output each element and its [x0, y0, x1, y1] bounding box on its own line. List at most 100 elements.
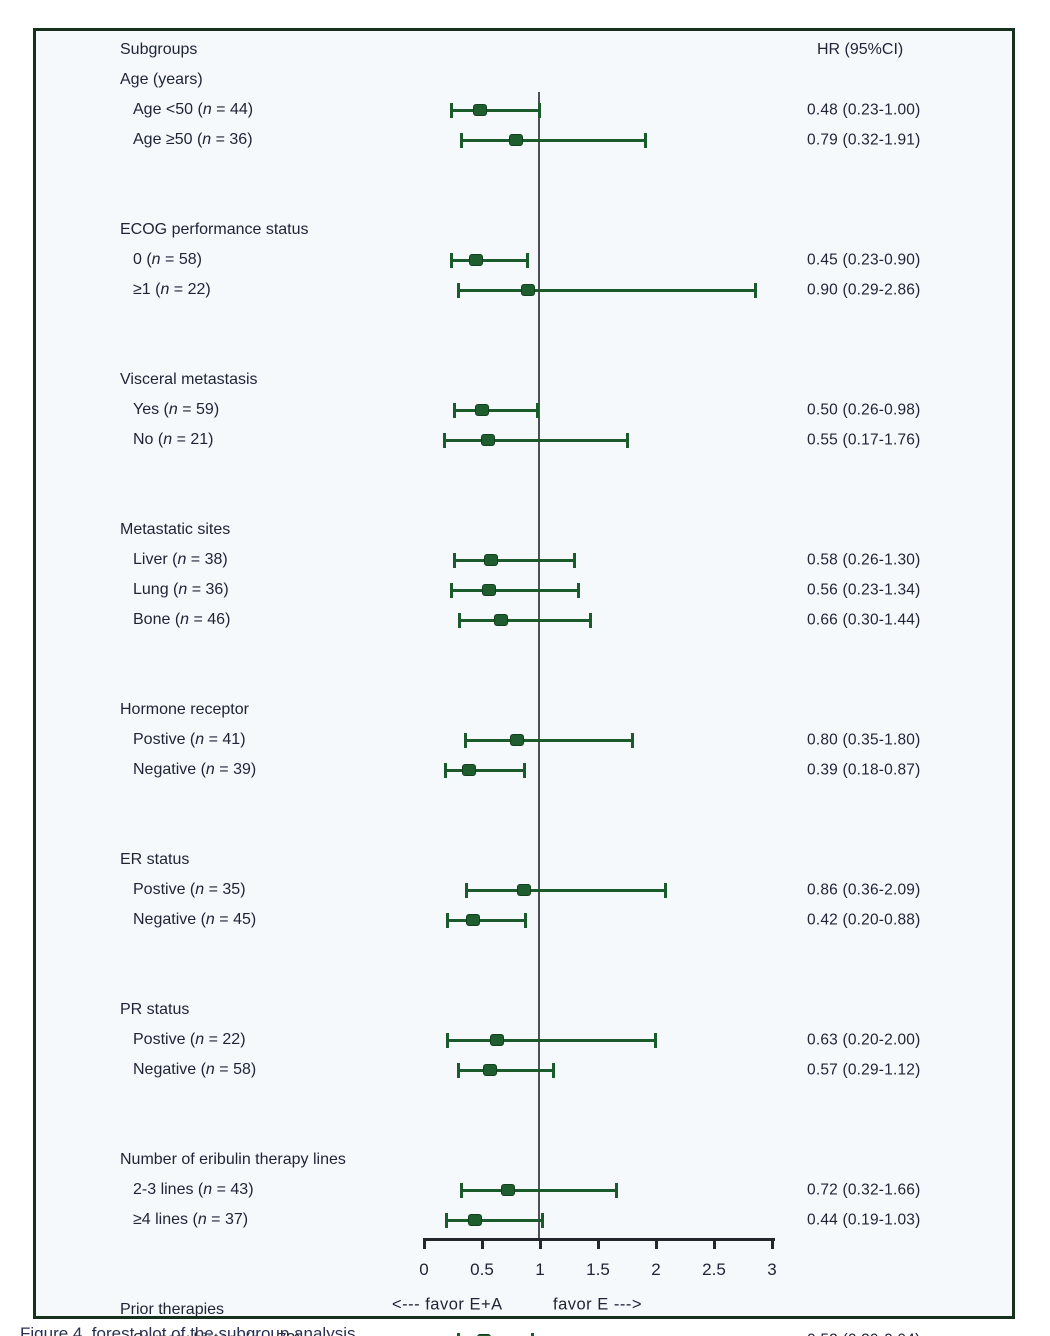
row-label: Postive (n = 35): [133, 881, 246, 898]
ci-cap-right: [664, 882, 668, 898]
ci-bar: [443, 438, 629, 442]
ci-cap-left: [443, 762, 447, 778]
ci-bar: [464, 738, 633, 742]
ci-cap-left: [457, 612, 461, 628]
column-header-subgroups: Subgroups: [120, 41, 198, 58]
hr-value: 0.57 (0.29-1.12): [807, 1061, 921, 1079]
ci-bar: [454, 408, 538, 412]
hr-value: 0.55 (0.17-1.76): [807, 431, 921, 449]
ci-bar: [458, 618, 592, 622]
row-label: Surgery history (n = 73): [133, 1332, 301, 1336]
axis-tick-label: 2.5: [702, 1260, 726, 1279]
ci-bar: [450, 108, 540, 112]
ci-bar: [450, 588, 580, 592]
hr-value: 0.66 (0.30-1.44): [807, 611, 921, 629]
ci-bar: [457, 1068, 554, 1072]
axis-tick: [539, 1238, 542, 1249]
hr-marker: [468, 1214, 483, 1226]
favor-right-label: favor E --->: [553, 1295, 642, 1314]
ci-cap-right: [535, 402, 539, 418]
row-label: Age <50 (n = 44): [133, 101, 254, 118]
hr-marker: [490, 1034, 505, 1046]
group-header: Number of eribulin therapy lines: [120, 1151, 346, 1168]
ci-bar: [447, 1038, 656, 1042]
ci-cap-left: [464, 882, 468, 898]
reference-line-hr-1: [538, 92, 540, 1238]
figure-caption-cutoff: Figure 4. forest plot of the subgroup an…: [20, 1324, 356, 1336]
row-label: Negative (n = 58): [133, 1061, 257, 1078]
hr-value: 0.80 (0.35-1.80): [807, 731, 921, 749]
axis-tick-label: 1.5: [586, 1260, 610, 1279]
ci-cap-right: [551, 1062, 555, 1078]
ci-cap-left: [453, 552, 457, 568]
ci-cap-right: [753, 282, 757, 298]
hr-marker: [462, 764, 477, 776]
hr-marker: [521, 284, 536, 296]
hr-marker: [465, 914, 480, 926]
hr-marker: [484, 554, 499, 566]
hr-marker: [469, 254, 484, 266]
axis-tick-label: 1: [535, 1260, 545, 1279]
group-header: Prior therapies: [120, 1301, 225, 1318]
ci-cap-left: [449, 582, 453, 598]
ci-cap-right: [614, 1182, 618, 1198]
hr-value: 0.56 (0.23-1.34): [807, 581, 921, 599]
hr-marker: [480, 434, 495, 446]
row-label: Negative (n = 39): [133, 761, 257, 778]
ci-cap-left: [463, 732, 467, 748]
row-label: No (n = 21): [133, 431, 214, 448]
row-label: ≥1 (n = 22): [133, 281, 211, 298]
row-label: Age ≥50 (n = 36): [133, 131, 253, 148]
ci-cap-right: [626, 432, 630, 448]
hr-value: 0.63 (0.20-2.00): [807, 1031, 921, 1049]
ci-bar: [461, 1188, 617, 1192]
group-header: ER status: [120, 851, 190, 868]
axis-tick: [713, 1238, 716, 1249]
axis-tick: [597, 1238, 600, 1249]
ci-bar: [447, 918, 527, 922]
hr-marker: [493, 614, 508, 626]
axis-tick: [481, 1238, 484, 1249]
favor-left-label: <--- favor E+A: [392, 1295, 503, 1314]
ci-cap-left: [446, 1032, 450, 1048]
ci-cap-right: [654, 1032, 657, 1048]
ci-bar: [450, 258, 529, 262]
row-label: Lung (n = 36): [133, 581, 229, 598]
column-header-hr-ci: HR (95%CI): [817, 41, 904, 58]
hr-marker: [472, 104, 487, 116]
axis-tick-label: 3: [767, 1260, 777, 1279]
ci-bar: [446, 1218, 544, 1222]
ci-cap-right: [538, 102, 541, 118]
ci-cap-left: [442, 432, 446, 448]
forest-plot-figure-box: [33, 28, 1015, 1319]
row-label: Yes (n = 59): [133, 401, 220, 418]
ci-cap-right: [572, 552, 576, 568]
ci-cap-left: [446, 912, 450, 928]
group-header: PR status: [120, 1001, 190, 1018]
ci-cap-right: [526, 252, 530, 268]
hr-marker: [500, 1184, 515, 1196]
hr-value: 0.72 (0.32-1.66): [807, 1181, 921, 1199]
ci-cap-left: [445, 1212, 449, 1228]
hr-marker: [516, 884, 531, 896]
group-header: Visceral metastasis: [120, 371, 258, 388]
hr-value: 0.86 (0.36-2.09): [807, 881, 921, 899]
ci-cap-right: [541, 1212, 545, 1228]
hr-marker: [477, 1334, 492, 1336]
ci-cap-left: [456, 1062, 460, 1078]
row-label: 0 (n = 58): [133, 251, 202, 268]
ci-bar: [461, 138, 646, 142]
ci-cap-right: [577, 582, 581, 598]
row-label: Postive (n = 41): [133, 731, 246, 748]
group-header: Metastatic sites: [120, 521, 231, 538]
ci-bar: [465, 888, 667, 892]
ci-cap-left: [460, 1182, 464, 1198]
ci-cap-right: [630, 732, 634, 748]
row-label: ≥4 lines (n = 37): [133, 1211, 249, 1228]
row-label: Liver (n = 38): [133, 551, 228, 568]
hr-value: 0.45 (0.23-0.90): [807, 251, 921, 269]
ci-bar: [457, 288, 756, 292]
ci-cap-left: [456, 282, 460, 298]
hr-marker: [508, 134, 523, 146]
axis-tick-label: 0.5: [470, 1260, 494, 1279]
